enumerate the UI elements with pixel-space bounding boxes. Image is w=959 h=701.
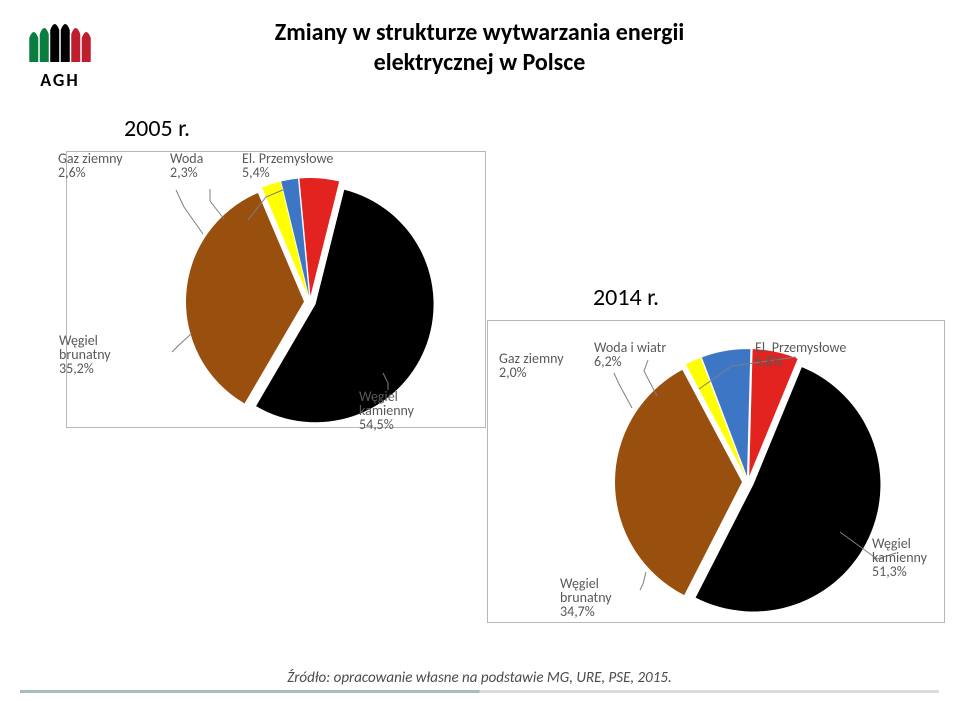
year-2005-label: 2005 r.	[124, 114, 190, 143]
footer-divider	[20, 690, 939, 693]
year-2014-label: 2014 r.	[593, 283, 659, 312]
leader-line	[614, 373, 632, 408]
chart-2005-pie	[67, 152, 485, 427]
leader-line	[176, 190, 203, 234]
source-text: Źródło: opracowanie własne na podstawie …	[0, 669, 959, 687]
pie-label-gaz-ziemny: Gaz ziemny2,0%	[499, 352, 564, 380]
pie-label-el-przemys-owe: El. Przemysłowe5,8%	[755, 341, 846, 369]
pie-label-w-giel-kamienny: Węgielkamienny54,5%	[359, 390, 414, 432]
pie-label-woda-i-wiatr: Woda i wiatr6,2%	[594, 341, 666, 369]
leader-line	[210, 189, 224, 219]
leader-line	[640, 572, 646, 590]
pie-label-gaz-ziemny: Gaz ziemny2,6%	[58, 152, 123, 180]
pie-label-el-przemys-owe: El. Przemysłowe5,4%	[242, 152, 333, 180]
title-line-1: Zmiany w strukturze wytwarzania energii	[0, 18, 959, 48]
pie-label-woda: Woda2,3%	[170, 152, 203, 180]
page-title: Zmiany w strukturze wytwarzania energii …	[0, 18, 959, 78]
pie-label-w-giel-brunatny: Węgielbrunatny34,7%	[560, 577, 612, 619]
chart-2005-frame	[66, 151, 486, 428]
title-line-2: elektrycznej w Polsce	[0, 48, 959, 78]
pie-label-w-giel-brunatny: Węgielbrunatny35,2%	[59, 334, 111, 376]
leader-line	[172, 333, 192, 352]
pie-label-w-giel-kamienny: Węgielkamienny51,3%	[872, 537, 927, 579]
